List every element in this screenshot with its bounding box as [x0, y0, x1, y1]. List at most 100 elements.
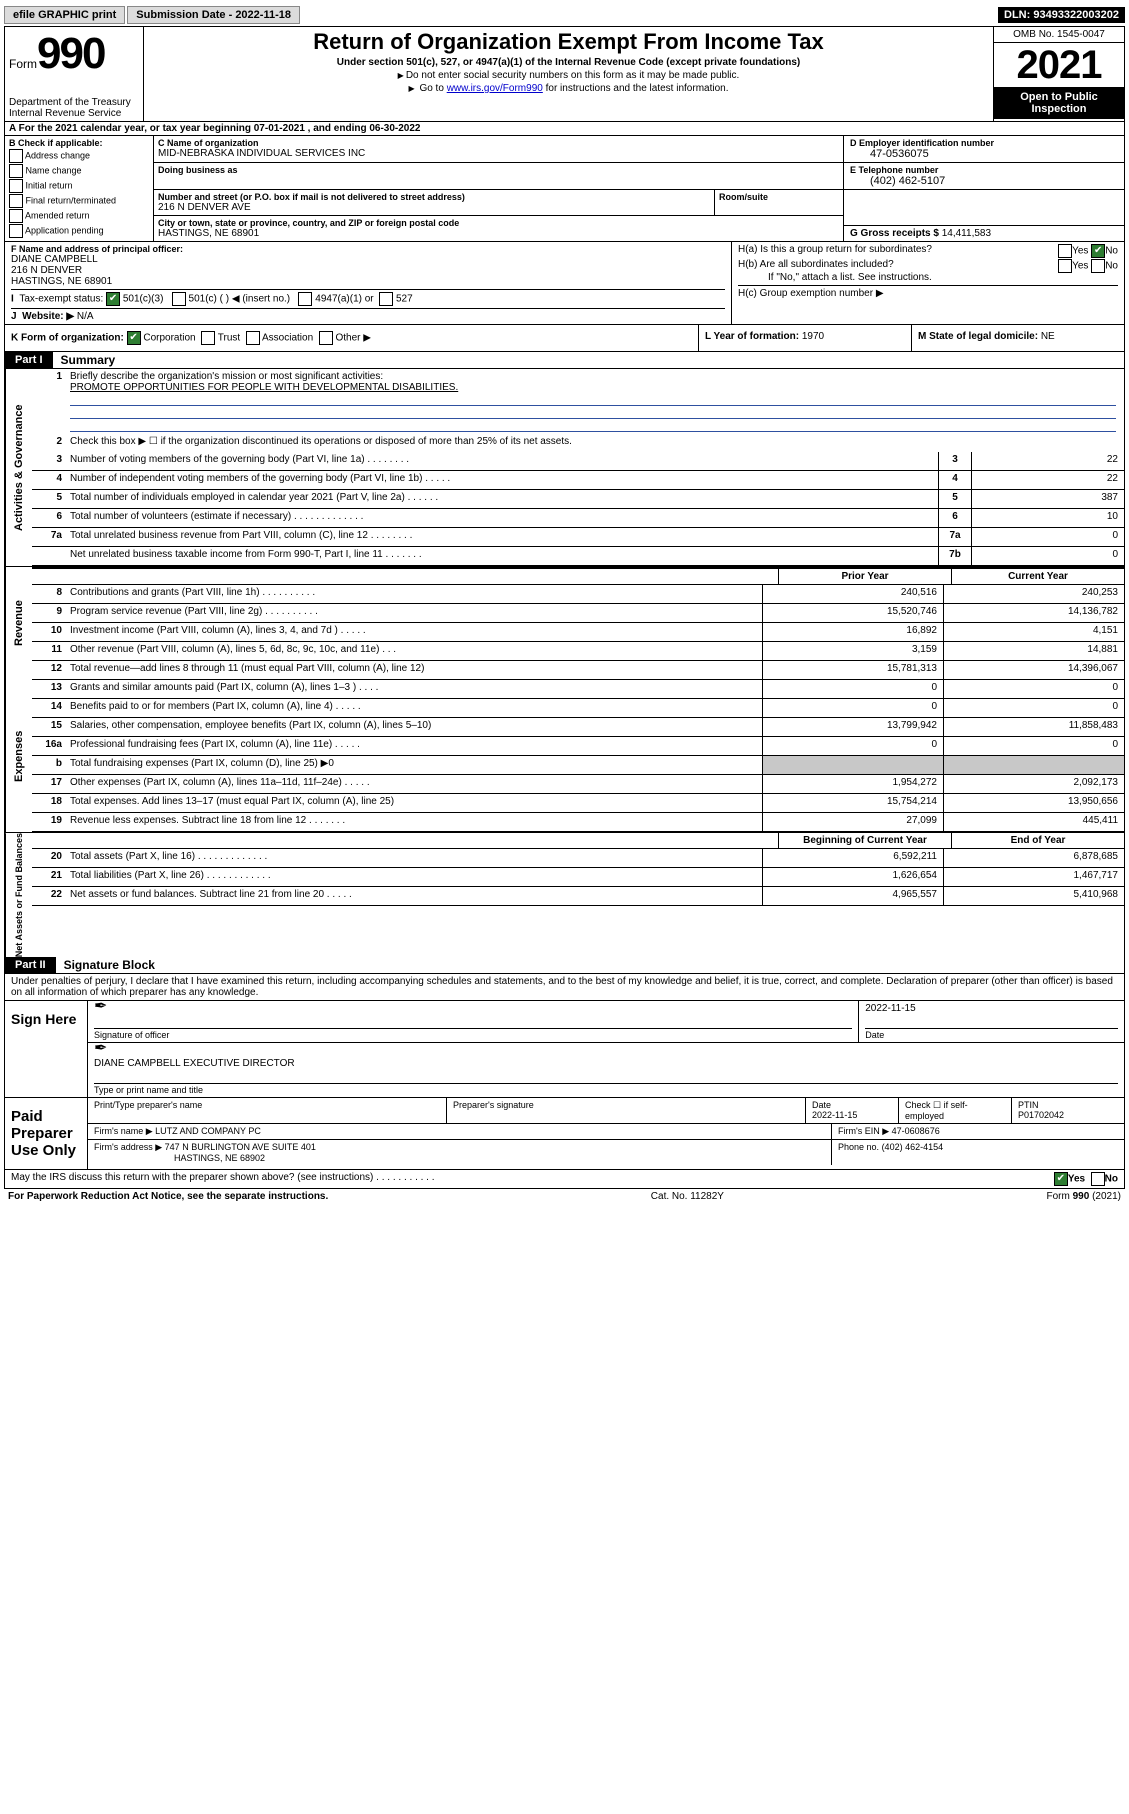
k-other[interactable]	[319, 331, 333, 345]
line-box: 3	[938, 452, 971, 470]
current-value: 240,253	[943, 585, 1124, 603]
chk-name[interactable]: Name change	[9, 164, 149, 178]
line-text: Professional fundraising fees (Part IX, …	[66, 737, 762, 755]
part2-title: Signature Block	[56, 958, 155, 972]
netassets-section: Net Assets or Fund Balances Beginning of…	[4, 832, 1125, 957]
ha-yes[interactable]	[1058, 244, 1072, 258]
dept-label: Department of the Treasury	[9, 97, 139, 108]
firm-addr1: 747 N BURLINGTON AVE SUITE 401	[165, 1142, 316, 1152]
ein-value: 47-0536075	[850, 148, 1118, 160]
hb-no[interactable]	[1091, 259, 1105, 273]
form-header: Form 990 Department of the Treasury Inte…	[4, 26, 1125, 122]
chk-501c3[interactable]: ✔	[106, 292, 120, 306]
prior-value	[762, 756, 943, 774]
note-ssn: Do not enter social security numbers on …	[150, 70, 987, 81]
current-value: 0	[943, 680, 1124, 698]
irs-link[interactable]: www.irs.gov/Form990	[447, 83, 543, 94]
firm-addr-label: Firm's address ▶	[94, 1142, 162, 1152]
discuss-yes[interactable]: ✔	[1054, 1172, 1068, 1186]
expenses-section: Expenses 13Grants and similar amounts pa…	[4, 680, 1125, 832]
col-b-checkboxes: B Check if applicable: Address change Na…	[5, 136, 154, 241]
line-text: Total number of individuals employed in …	[66, 490, 938, 508]
sig-date: 2022-11-15	[865, 1003, 1118, 1014]
line-text: Total revenue—add lines 8 through 11 (mu…	[66, 661, 762, 679]
mission-a: PROMOTE OPPORTUNITIES FOR PEOPLE WITH DE…	[70, 382, 458, 393]
line-box: 7b	[938, 547, 971, 565]
hdr-end-year: End of Year	[951, 833, 1124, 848]
line-num: 13	[32, 680, 66, 698]
k-opt-other: Other ▶	[335, 333, 370, 344]
table-row: 13Grants and similar amounts paid (Part …	[32, 680, 1124, 699]
sig-declaration: Under penalties of perjury, I declare th…	[5, 974, 1124, 1001]
chk-4947[interactable]	[298, 292, 312, 306]
header-left: Form 990 Department of the Treasury Inte…	[5, 27, 144, 121]
table-row: 9Program service revenue (Part VIII, lin…	[32, 604, 1124, 623]
footer-mid: Cat. No. 11282Y	[328, 1191, 1046, 1202]
table-row: 16aProfessional fundraising fees (Part I…	[32, 737, 1124, 756]
ha-no[interactable]: ✔	[1091, 244, 1105, 258]
prior-value: 15,520,746	[762, 604, 943, 622]
row-a-pre: A For the 2021 calendar year, or tax yea…	[9, 123, 254, 134]
chk-amended[interactable]: Amended return	[9, 209, 149, 223]
submission-date-button[interactable]: Submission Date - 2022-11-18	[127, 6, 300, 24]
table-row: 11Other revenue (Part VIII, column (A), …	[32, 642, 1124, 661]
prior-value: 1,626,654	[762, 868, 943, 886]
gov-row: 6Total number of volunteers (estimate if…	[32, 509, 1124, 528]
prior-value: 13,799,942	[762, 718, 943, 736]
governance-section: Activities & Governance 1 Briefly descri…	[4, 369, 1125, 566]
page-footer: For Paperwork Reduction Act Notice, see …	[4, 1189, 1125, 1204]
firm-name: LUTZ AND COMPANY PC	[155, 1126, 261, 1136]
efile-button[interactable]: efile GRAPHIC print	[4, 6, 125, 24]
line-value: 387	[971, 490, 1124, 508]
chk-pending[interactable]: Application pending	[9, 224, 149, 238]
line-value: 22	[971, 471, 1124, 489]
line-num: 19	[32, 813, 66, 831]
part2-tag: Part II	[5, 957, 56, 973]
form-title: Return of Organization Exempt From Incom…	[150, 29, 987, 55]
k-trust[interactable]	[201, 331, 215, 345]
table-row: 21Total liabilities (Part X, line 26) . …	[32, 868, 1124, 887]
line-num: 3	[32, 452, 66, 470]
chk-final[interactable]: Final return/terminated	[9, 194, 149, 208]
opt-527: 527	[396, 294, 413, 305]
addr-value: 216 N DENVER AVE	[158, 202, 710, 213]
gov-row: 5Total number of individuals employed in…	[32, 490, 1124, 509]
line-text: Other expenses (Part IX, column (A), lin…	[66, 775, 762, 793]
chk-initial[interactable]: Initial return	[9, 179, 149, 193]
current-value: 14,136,782	[943, 604, 1124, 622]
m-value: NE	[1041, 331, 1055, 342]
row-a-tax-year: A For the 2021 calendar year, or tax yea…	[4, 122, 1125, 136]
ptin-value: P01702042	[1018, 1110, 1118, 1120]
line-num: 9	[32, 604, 66, 622]
table-row: 17Other expenses (Part IX, column (A), l…	[32, 775, 1124, 794]
line-value: 0	[971, 547, 1124, 565]
line-num	[32, 547, 66, 565]
prep-selfemp: Check ☐ if self-employed	[899, 1098, 1012, 1123]
chk-address[interactable]: Address change	[9, 149, 149, 163]
k-corp[interactable]: ✔	[127, 331, 141, 345]
part1-tag: Part I	[5, 352, 53, 368]
gov-row: Net unrelated business taxable income fr…	[32, 547, 1124, 566]
prior-value: 15,754,214	[762, 794, 943, 812]
line-num: 4	[32, 471, 66, 489]
dln-label: DLN: 93493322003202	[998, 7, 1125, 23]
table-row: 14Benefits paid to or for members (Part …	[32, 699, 1124, 718]
website-value: N/A	[77, 311, 94, 322]
chk-527[interactable]	[379, 292, 393, 306]
discuss-no[interactable]	[1091, 1172, 1105, 1186]
current-value: 14,881	[943, 642, 1124, 660]
k-assoc[interactable]	[246, 331, 260, 345]
prior-value: 0	[762, 699, 943, 717]
line-value: 22	[971, 452, 1124, 470]
current-value: 0	[943, 699, 1124, 717]
hb-note: If "No," attach a list. See instructions…	[738, 272, 1118, 283]
firm-addr2: HASTINGS, NE 68902	[94, 1153, 265, 1163]
line-text: Program service revenue (Part VIII, line…	[66, 604, 762, 622]
current-value: 4,151	[943, 623, 1124, 641]
current-value: 6,878,685	[943, 849, 1124, 867]
hb-yes[interactable]	[1058, 259, 1072, 273]
chk-501c[interactable]	[172, 292, 186, 306]
pen-icon-2: ✒	[94, 1040, 107, 1057]
signature-block: Under penalties of perjury, I declare th…	[4, 974, 1125, 1189]
prior-value: 240,516	[762, 585, 943, 603]
